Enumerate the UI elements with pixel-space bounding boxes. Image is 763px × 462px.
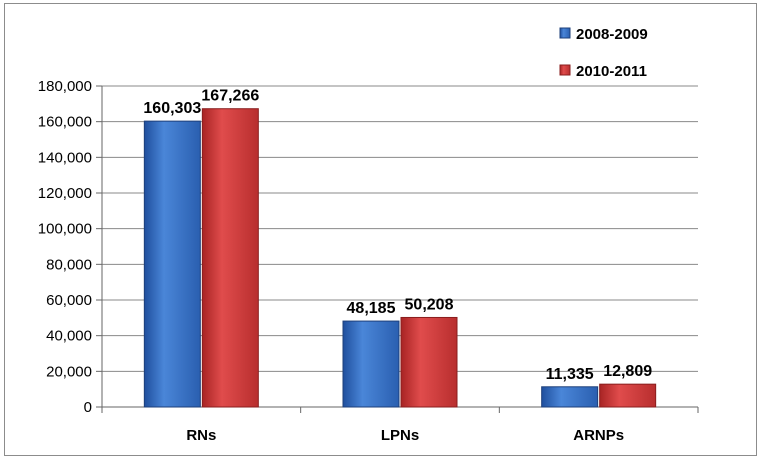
- x-tick-label: ARNPs: [573, 427, 624, 444]
- y-tick-label: 60,000: [46, 292, 92, 309]
- legend-swatch: [559, 27, 571, 39]
- bars: [143, 108, 657, 408]
- x-tick-label: LPNs: [381, 427, 419, 444]
- gridlines: [102, 85, 698, 372]
- bar-2008-2009-RNs: [143, 120, 201, 408]
- data-label: 48,185: [347, 300, 396, 317]
- y-tick-label: 100,000: [38, 221, 92, 238]
- x-axis: RNs LPNs ARNPs: [101, 406, 699, 444]
- legend-swatch: [559, 64, 571, 76]
- y-tick-label: 120,000: [38, 185, 92, 202]
- y-axis: 0 20,000 40,000 60,000 80,000 100,000 120,000 1…: [38, 78, 103, 416]
- y-tick-label: 160,000: [38, 114, 92, 131]
- y-tick-label: 0: [84, 399, 92, 416]
- data-label: 12,809: [603, 363, 652, 380]
- y-tick-label: 80,000: [46, 256, 92, 273]
- y-tick-label: 140,000: [38, 149, 92, 166]
- bar-2010-2011-RNs: [201, 108, 259, 408]
- bar-2008-2009-LPNs: [342, 320, 400, 408]
- y-tick-label: 20,000: [46, 363, 92, 380]
- bar-2010-2011-LPNs: [400, 316, 458, 408]
- legend: 2008-2009 2010-2011: [559, 26, 648, 80]
- data-label: 11,335: [546, 366, 594, 383]
- data-label: 50,208: [405, 296, 454, 313]
- legend-label: 2008-2009: [576, 26, 648, 43]
- y-tick-label: 40,000: [46, 328, 92, 345]
- y-tick-label: 180,000: [38, 78, 92, 95]
- legend-label: 2010-2011: [576, 63, 647, 80]
- data-label: 167,266: [201, 88, 259, 105]
- data-label: 160,303: [143, 100, 201, 117]
- bar-2008-2009-ARNPs: [541, 386, 599, 408]
- bar-2010-2011-ARNPs: [599, 383, 657, 408]
- x-tick-label: RNs: [186, 427, 216, 444]
